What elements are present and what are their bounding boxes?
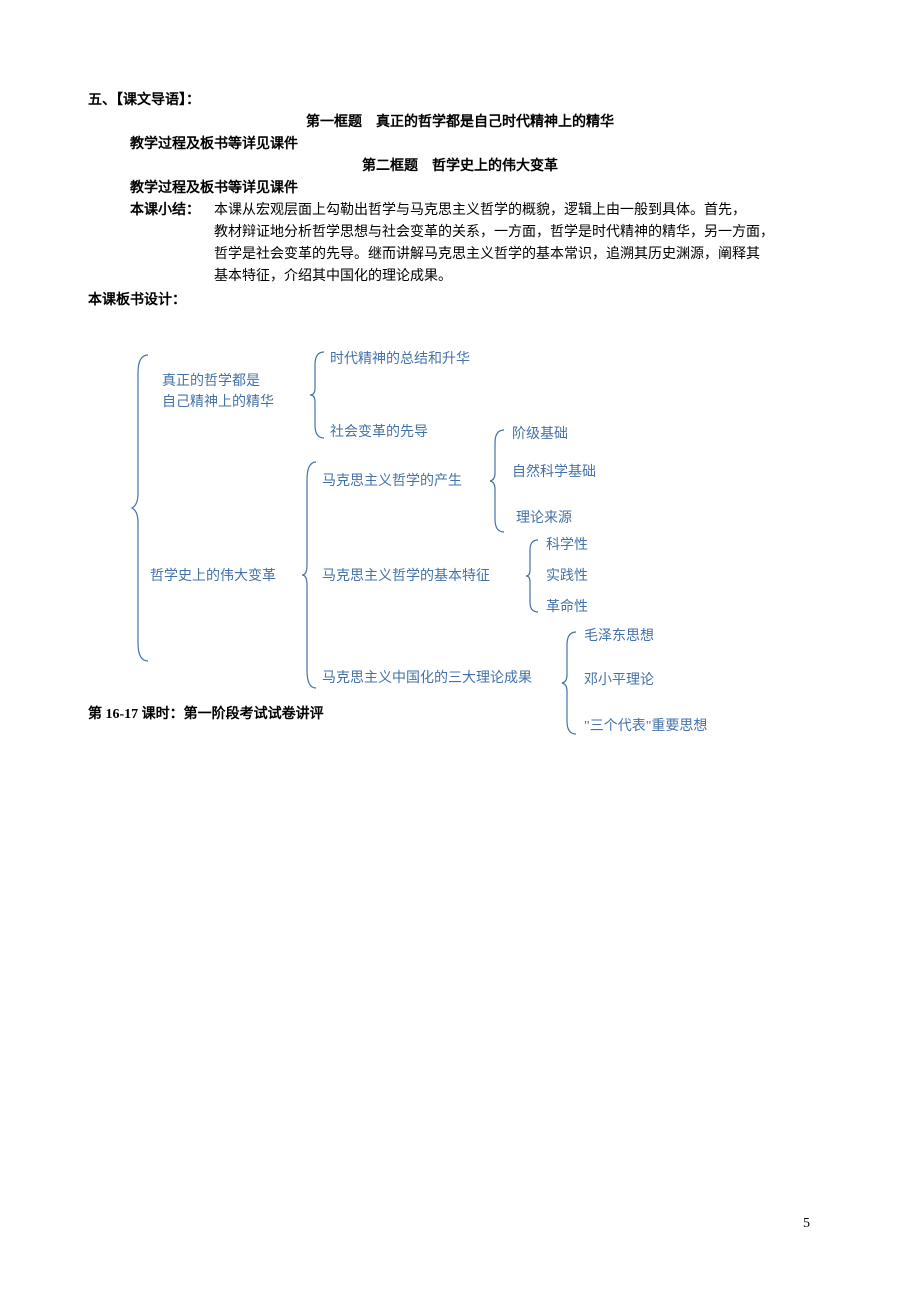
node-r2c2a: 科学性: [546, 537, 588, 555]
topic-2-title: 第二框题 哲学史上的伟大变革: [88, 156, 832, 178]
node-r2c1: 马克思主义哲学的产生: [322, 473, 462, 491]
node-r2c3c: "三个代表"重要思想: [584, 718, 707, 736]
node-r2c3a: 毛泽东思想: [584, 628, 654, 646]
concept-diagram: 真正的哲学都是 自己精神上的精华 时代精神的总结和升华 社会变革的先导 哲学史上…: [100, 338, 840, 758]
node-root2: 哲学史上的伟大变革: [150, 568, 276, 586]
topic-1-title: 第一框题 真正的哲学都是自己时代精神上的精华: [88, 112, 832, 134]
summary-line-2: 教材辩证地分析哲学思想与社会变革的关系，一方面，哲学是时代精神的精华，另一方面，: [214, 222, 832, 244]
brace-icon: [524, 538, 540, 614]
page-number: 5: [803, 1216, 810, 1232]
node-r2c1a: 阶级基础: [512, 426, 568, 444]
brace-icon: [130, 353, 150, 663]
summary-line-4: 基本特征，介绍其中国化的理论成果。: [214, 266, 832, 288]
process-note-1: 教学过程及板书等详见课件: [88, 134, 832, 156]
brace-icon: [488, 428, 506, 534]
section-heading: 五、【课文导语】：: [88, 90, 832, 112]
summary-line-3: 哲学是社会变革的先导。继而讲解马克思主义哲学的基本常识，追溯其历史渊源，阐释其: [214, 244, 832, 266]
process-note-2: 教学过程及板书等详见课件: [88, 178, 832, 200]
brace-icon: [560, 630, 578, 736]
node-root1-line1: 真正的哲学都是: [162, 373, 260, 391]
node-root1-child2: 社会变革的先导: [330, 424, 428, 442]
brace-icon: [308, 350, 326, 440]
summary-line-1: 本课从宏观层面上勾勒出哲学与马克思主义哲学的概貌，逻辑上由一般到具体。首先，: [214, 200, 832, 222]
summary-label: 本课小结：: [130, 200, 214, 222]
board-design-label: 本课板书设计：: [88, 290, 832, 312]
node-r2c1c: 理论来源: [516, 510, 572, 528]
lesson-note: 第 16-17 课时：第一阶段考试试卷讲评: [88, 704, 324, 726]
node-r2c3: 马克思主义中国化的三大理论成果: [322, 670, 532, 688]
brace-icon: [300, 460, 318, 690]
node-r2c2c: 革命性: [546, 599, 588, 617]
node-root1-line2: 自己精神上的精华: [162, 394, 274, 412]
node-r2c3b: 邓小平理论: [584, 672, 654, 690]
node-r2c2: 马克思主义哲学的基本特征: [322, 568, 490, 586]
node-root1-child1: 时代精神的总结和升华: [330, 351, 470, 369]
node-r2c2b: 实践性: [546, 568, 588, 586]
node-r2c1b: 自然科学基础: [512, 464, 596, 482]
